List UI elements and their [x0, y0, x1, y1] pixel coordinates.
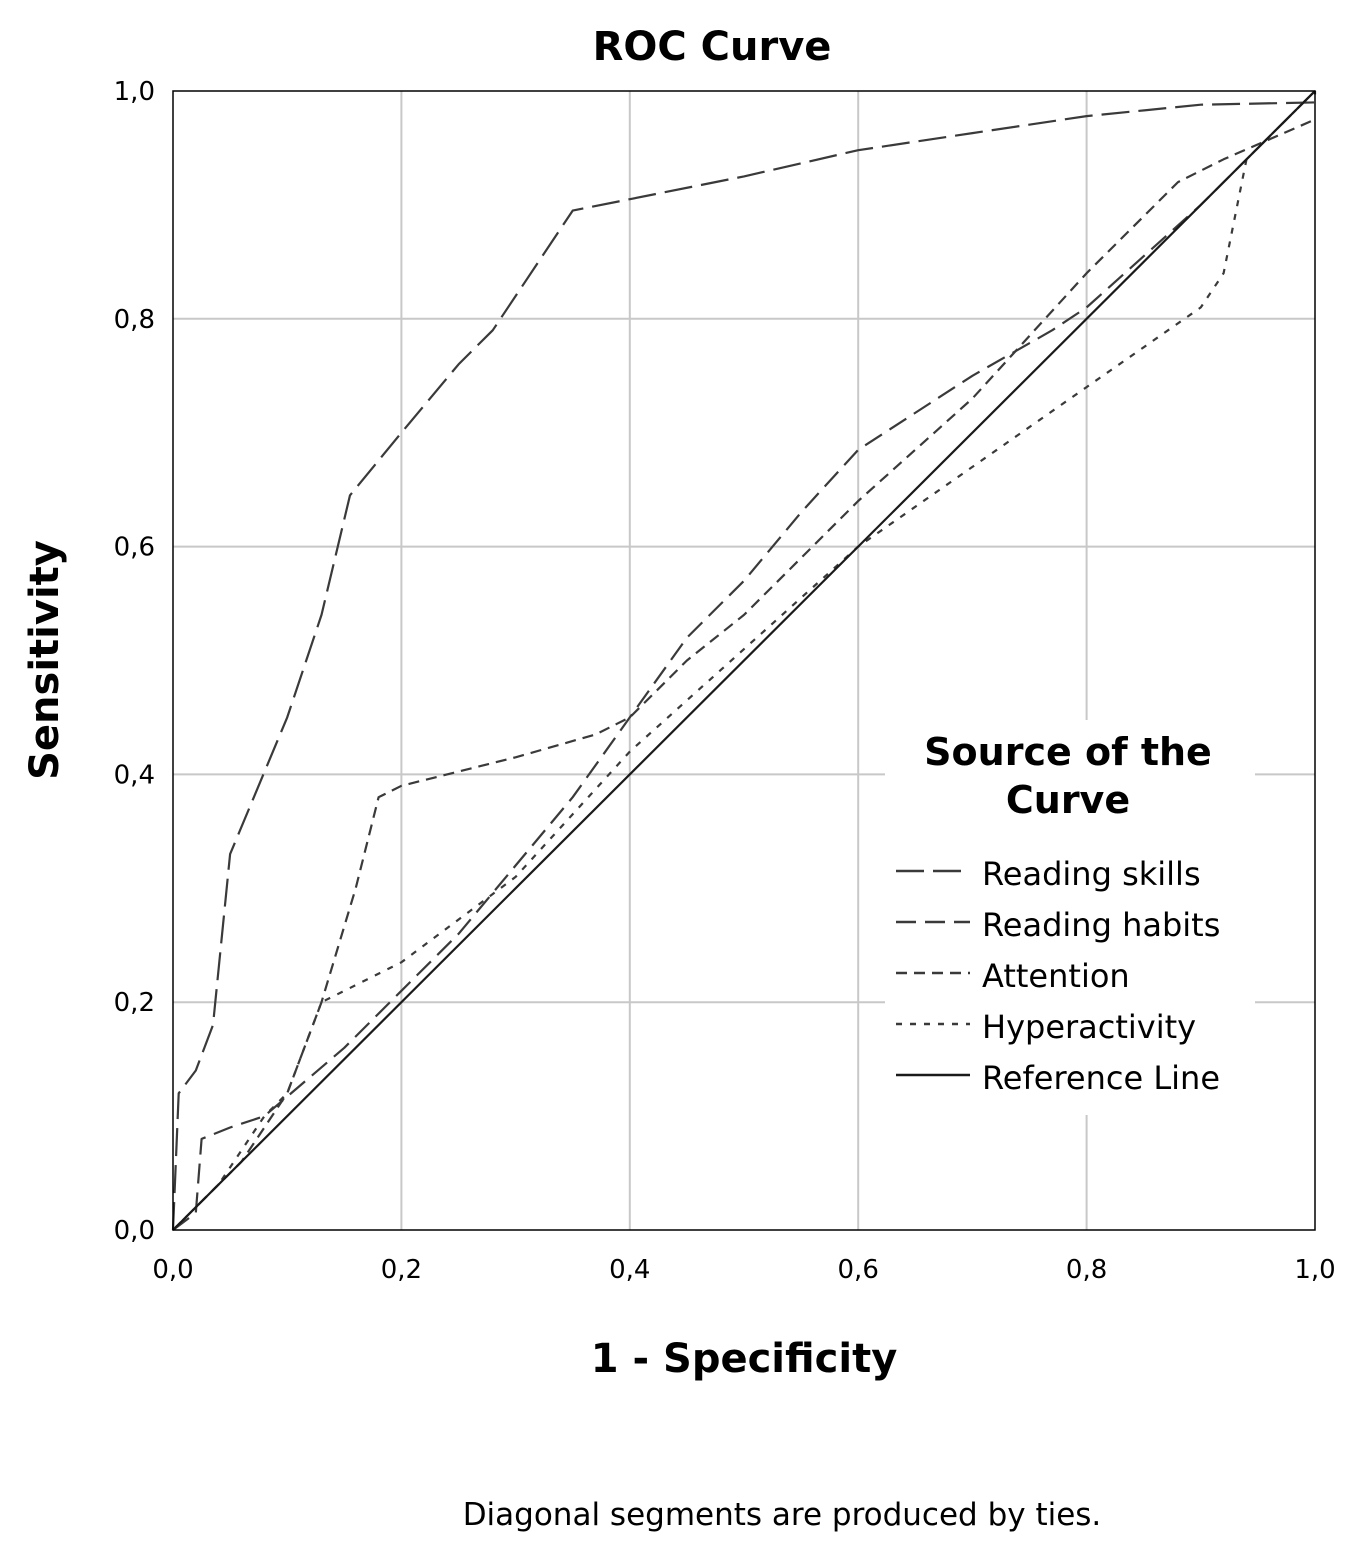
- tick-labels: 0,0 0,2 0,4 0,6 0,8 1,0 0,0 0,2 0,4 0,6 0,8 1,0: [114, 77, 1336, 1285]
- x-tick-label: 0,4: [609, 1255, 650, 1285]
- legend-background: [885, 720, 1255, 1115]
- legend: Reading skills Reading habits Attention Hyp…: [896, 855, 1220, 1097]
- plot-frame: [172, 90, 1316, 1231]
- legend-entry-reading-skills: Reading skills: [982, 855, 1201, 893]
- x-tick-label: 0,0: [152, 1255, 193, 1285]
- series-line-reading-skills: [171, 91, 1317, 1231]
- chart-title: ROC Curve: [593, 24, 832, 70]
- x-tick-label: 1,0: [1294, 1255, 1335, 1285]
- x-tick-label: 0,8: [1066, 1255, 1107, 1285]
- series-line-reading-habits: [172, 90, 1316, 1231]
- y-tick-label: 0,0: [114, 1216, 155, 1246]
- series-line-reference-line: [172, 90, 1316, 1231]
- legend-entry-reading-habits: Reading habits: [982, 906, 1220, 944]
- legend-title: Source of the Curve: [924, 730, 1212, 822]
- grid: [173, 91, 1315, 1230]
- series-group: [171, 90, 1317, 1231]
- x-tick-label: 0,6: [838, 1255, 879, 1285]
- series-line-attention: [172, 118, 1316, 1231]
- y-tick-label: 1,0: [114, 77, 155, 107]
- y-axis-label: Sensitivity: [22, 540, 68, 780]
- x-axis-label: 1 - Specificity: [591, 1336, 898, 1382]
- footnote: Diagonal segments are produced by ties.: [463, 1497, 1102, 1533]
- y-tick-label: 0,8: [114, 305, 155, 335]
- y-tick-label: 0,2: [114, 988, 155, 1018]
- x-tick-label: 0,2: [381, 1255, 422, 1285]
- legend-entry-hyperactivity: Hyperactivity: [982, 1008, 1196, 1046]
- y-tick-label: 0,6: [114, 533, 155, 563]
- legend-entry-reference-line: Reference Line: [982, 1059, 1220, 1097]
- legend-entry-attention: Attention: [982, 957, 1130, 995]
- y-tick-label: 0,4: [114, 760, 155, 790]
